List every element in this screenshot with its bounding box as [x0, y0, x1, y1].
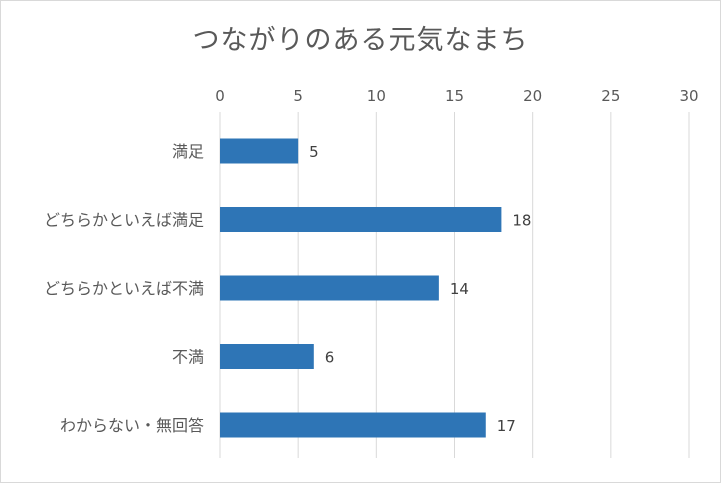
- data-label: 6: [325, 349, 335, 367]
- category-label: 満足: [172, 142, 204, 161]
- data-label: 17: [497, 417, 516, 435]
- data-label: 14: [450, 280, 469, 298]
- x-tick-label: 30: [679, 87, 698, 105]
- bar: [220, 207, 502, 232]
- category-label: 不満: [172, 348, 204, 367]
- bar: [220, 412, 486, 438]
- data-label: 5: [309, 143, 319, 161]
- x-axis-ticks: 0 5 10 15 20 25 30: [215, 87, 698, 105]
- x-tick-label: 0: [215, 87, 225, 105]
- bar: [220, 275, 439, 301]
- category-label: わからない・無回答: [60, 416, 204, 435]
- data-label: 18: [512, 212, 531, 230]
- bar: [220, 344, 314, 369]
- chart-title: つながりのある元気なまち: [192, 25, 529, 56]
- x-tick-label: 25: [601, 87, 620, 105]
- category-label: どちらかといえば満足: [44, 211, 204, 230]
- bar: [220, 138, 299, 164]
- bars: [220, 138, 502, 438]
- x-tick-label: 10: [367, 87, 386, 105]
- x-tick-label: 15: [445, 87, 464, 105]
- x-tick-label: 5: [293, 87, 303, 105]
- x-tick-label: 20: [523, 87, 542, 105]
- data-labels: 5 18 14 6 17: [309, 143, 531, 435]
- category-label: どちらかといえば不満: [44, 279, 204, 298]
